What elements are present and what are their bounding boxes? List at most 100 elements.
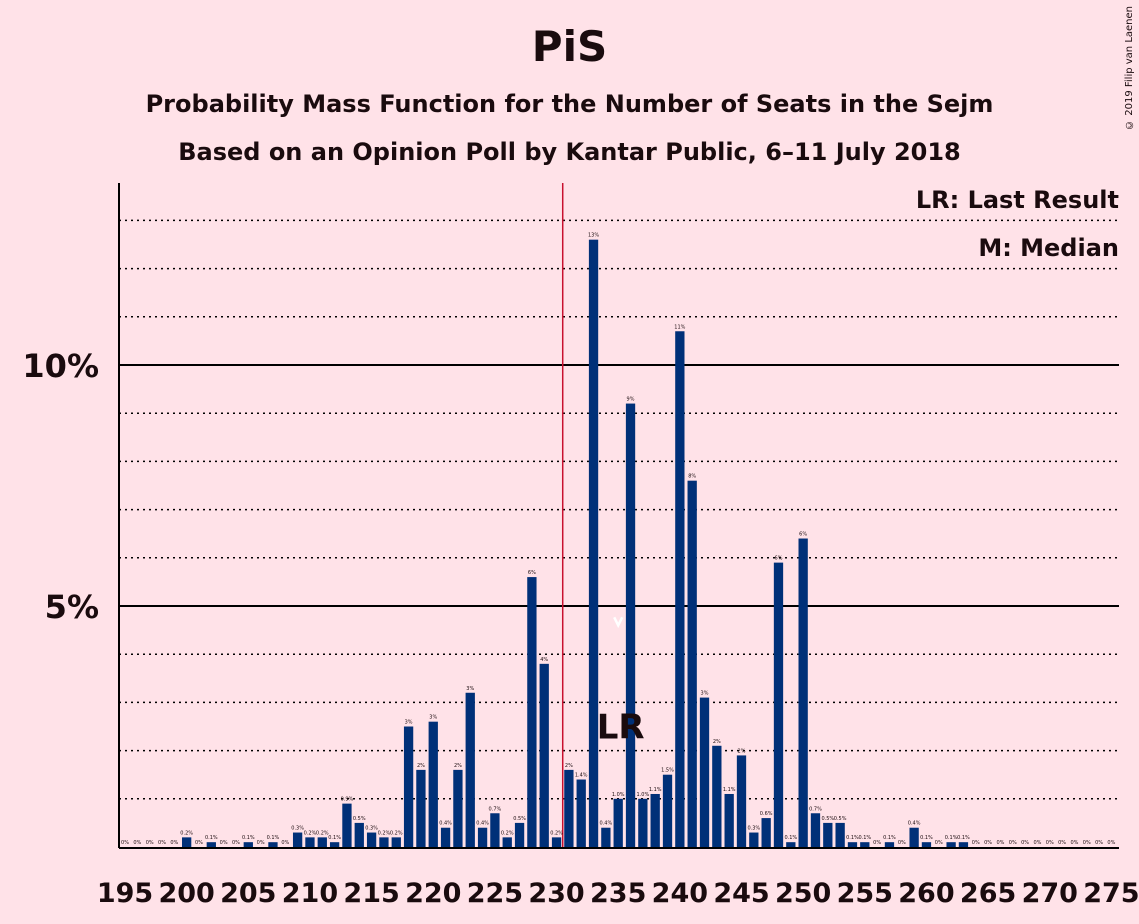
bar-value-label: 2% [713, 739, 721, 745]
bar [305, 837, 315, 847]
bar [625, 403, 636, 847]
bar-value-label: 0% [972, 840, 980, 846]
bar [601, 827, 611, 847]
bar [650, 793, 660, 847]
bar-value-label: 1.1% [723, 787, 736, 793]
bar-value-label: 0% [158, 840, 166, 846]
bar [699, 697, 710, 847]
bar-value-label: 9% [627, 397, 635, 403]
bar-value-label: 0.1% [920, 835, 933, 841]
bar-value-label: 0% [195, 840, 203, 846]
bar [712, 745, 722, 847]
bar [860, 842, 870, 847]
bar-value-label: 1.0% [612, 792, 625, 798]
bar-value-label: 6% [775, 556, 783, 562]
bar [539, 663, 549, 847]
bar-value-label: 0% [121, 840, 129, 846]
bar-value-label: 0.1% [242, 835, 255, 841]
bar [588, 239, 599, 847]
y-tick-label: 5% [45, 588, 99, 626]
legend-last-result: LR: Last Result [915, 186, 1119, 214]
bar [428, 721, 438, 847]
bar [884, 842, 895, 847]
bar-value-label: 2% [565, 763, 573, 769]
bar [786, 842, 796, 847]
bar [847, 842, 858, 847]
bar-value-label: 3% [429, 715, 437, 721]
bar-value-label: 2% [454, 763, 462, 769]
bar [798, 538, 808, 847]
bar-value-label: 0% [281, 840, 289, 846]
bar-value-label: 0% [1009, 840, 1017, 846]
bar-value-label: 0.1% [328, 835, 341, 841]
bar [958, 842, 969, 847]
bar [379, 837, 389, 847]
bar [810, 813, 821, 847]
bar [564, 769, 574, 847]
bar-value-label: 1.0% [637, 792, 650, 798]
bar-value-label: 0.1% [784, 835, 797, 841]
bar-value-label: 0.5% [513, 816, 526, 822]
bar [292, 832, 303, 847]
bar-value-label: 0.3% [291, 826, 304, 832]
bar [243, 842, 253, 847]
bar-value-label: 0% [996, 840, 1004, 846]
bar-value-label: 0.2% [390, 830, 403, 836]
bar-value-label: 0.5% [821, 816, 834, 822]
x-tick-label: 230 [528, 878, 584, 909]
bar-value-label: 11% [674, 324, 685, 330]
bar-value-label: 0% [1095, 840, 1103, 846]
bar [477, 827, 488, 847]
bar-value-label: 0.2% [304, 830, 317, 836]
bar-value-label: 6% [799, 532, 807, 538]
bar [613, 798, 623, 847]
bar-value-label: 0.1% [846, 835, 859, 841]
bar-value-label: 2% [417, 763, 425, 769]
bar-value-label: 0% [935, 840, 943, 846]
bar [724, 793, 734, 847]
bar [329, 842, 340, 847]
bar-value-label: 1.5% [661, 768, 674, 774]
bar [342, 803, 352, 847]
x-tick-label: 205 [220, 878, 276, 909]
bar-value-label: 0.2% [501, 830, 514, 836]
median-marker [613, 616, 624, 629]
bar [490, 813, 500, 847]
bar-value-label: 0% [1083, 840, 1091, 846]
bar [440, 827, 451, 847]
bar [576, 779, 586, 847]
bar-value-label: 0.1% [883, 835, 896, 841]
bar [317, 837, 327, 847]
bar [736, 755, 747, 847]
bar-value-label: 0.3% [747, 826, 760, 832]
bar-value-label: 4% [540, 657, 548, 663]
bar-value-label: 0% [220, 840, 228, 846]
x-tick-label: 265 [960, 878, 1016, 909]
bar-value-label: 0.9% [341, 797, 354, 803]
bar-value-label: 3% [701, 691, 709, 697]
bar-value-label: 3% [466, 686, 474, 692]
bar-value-label: 0% [1021, 840, 1029, 846]
chart-title: PiS [531, 22, 608, 71]
bar-value-label: 0% [1058, 840, 1066, 846]
bar [465, 692, 475, 847]
bar-value-label: 0% [1046, 840, 1054, 846]
x-tick-label: 240 [652, 878, 708, 909]
bar [675, 331, 685, 847]
bar-value-label: 0.1% [945, 835, 958, 841]
bar [946, 842, 956, 847]
bar [206, 842, 216, 847]
bar-value-label: 0.1% [858, 835, 871, 841]
x-tick-label: 250 [775, 878, 831, 909]
bar-value-label: 3% [405, 720, 413, 726]
x-tick-label: 200 [158, 878, 214, 909]
bar [909, 827, 919, 847]
bar-value-label: 0% [1033, 840, 1041, 846]
bar [527, 577, 537, 847]
bar-value-label: 0% [257, 840, 265, 846]
bar [416, 769, 426, 847]
bar [638, 798, 648, 847]
x-tick-label: 215 [343, 878, 399, 909]
bar [921, 842, 932, 847]
